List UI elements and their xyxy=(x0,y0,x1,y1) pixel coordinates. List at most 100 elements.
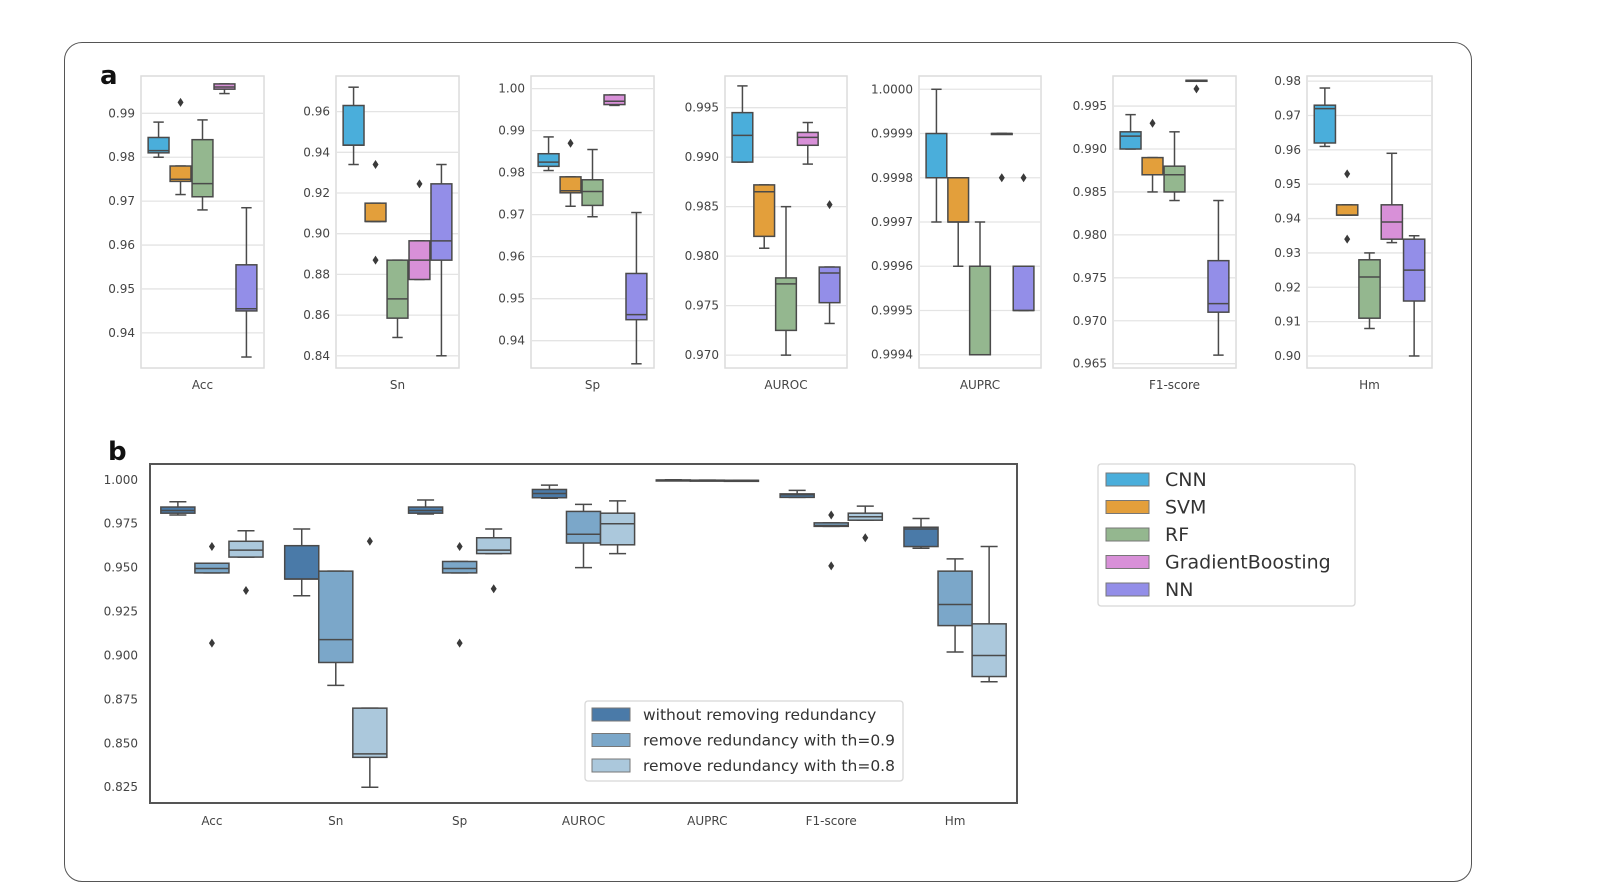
legend-item: RF xyxy=(1105,524,1189,546)
box-hm xyxy=(937,558,973,653)
legend-redundancy: without removing redundancy remove redund… xyxy=(584,700,904,782)
box-gradientboosting xyxy=(1185,79,1208,94)
y-tick-label: 0.94 xyxy=(303,145,330,159)
box-iqr xyxy=(731,111,754,163)
y-tick-label: 0.970 xyxy=(685,348,719,362)
box-nn xyxy=(1402,234,1426,357)
y-tick-label: 0.86 xyxy=(303,308,330,322)
box-sp xyxy=(475,528,512,594)
legend-item: CNN xyxy=(1105,469,1207,491)
y-tick-label: 0.9998 xyxy=(871,171,913,185)
box-iqr xyxy=(779,493,815,499)
y-tick-label: 0.825 xyxy=(104,780,138,794)
flier-point xyxy=(1344,234,1351,244)
box-iqr xyxy=(603,94,626,106)
subplot-auroc: 0.970 0.975 0.980 0.985 0.990 0.995 AUROC xyxy=(685,75,848,392)
box-rf xyxy=(774,205,798,356)
box-svm xyxy=(1141,118,1164,193)
y-tick-label: 0.9996 xyxy=(871,259,913,273)
box-iqr xyxy=(796,131,819,147)
box-iqr xyxy=(537,152,560,168)
box-iqr xyxy=(169,165,192,183)
box-cnn xyxy=(925,88,948,223)
box-f1-score xyxy=(847,505,884,543)
y-tick-label: 0.94 xyxy=(108,326,135,340)
y-tick-label: 0.95 xyxy=(1274,177,1301,191)
box-iqr xyxy=(318,570,354,664)
flier-point xyxy=(1020,173,1027,183)
box-iqr xyxy=(228,540,264,558)
y-tick-label: 1.00 xyxy=(498,82,525,96)
legend-label: without removing redundancy xyxy=(643,706,876,724)
y-tick-label: 0.99 xyxy=(108,106,135,120)
flier-point xyxy=(208,542,215,552)
box-iqr xyxy=(1358,259,1381,319)
legend-swatch xyxy=(591,707,631,722)
legend-frame xyxy=(1097,463,1356,607)
legend-swatch xyxy=(1105,582,1150,597)
box-svm xyxy=(364,160,387,265)
legend-swatch xyxy=(1105,555,1150,569)
box-acc xyxy=(194,542,230,648)
box-auroc xyxy=(531,484,568,500)
x-tick-label: Acc xyxy=(201,814,222,828)
box-iqr xyxy=(813,522,849,528)
box-nn xyxy=(1207,199,1230,356)
box-iqr xyxy=(581,179,604,207)
y-tick-label: 0.90 xyxy=(1274,349,1301,363)
box-f1-score xyxy=(779,489,815,499)
y-tick-label: 0.96 xyxy=(498,250,525,264)
legend-swatch xyxy=(1105,500,1150,514)
y-tick-label: 0.84 xyxy=(303,349,330,363)
box-iqr xyxy=(937,570,973,627)
y-tick-label: 0.965 xyxy=(1073,357,1107,371)
flier-point xyxy=(372,160,379,170)
y-tick-label: 0.97 xyxy=(108,194,135,208)
box-hm xyxy=(903,517,939,550)
box-sn xyxy=(283,528,320,597)
legend-label: GradientBoosting xyxy=(1165,552,1331,574)
box-iqr xyxy=(925,132,948,179)
box-gradientboosting xyxy=(1380,152,1404,244)
flier-point xyxy=(567,138,574,148)
x-tick-label: AUROC xyxy=(562,814,605,828)
y-tick-label: 0.9997 xyxy=(871,215,913,229)
box-iqr xyxy=(342,104,365,146)
legend-swatch xyxy=(591,733,631,747)
y-tick-label: 0.92 xyxy=(1274,280,1301,294)
box-iqr xyxy=(1119,131,1142,150)
box-nn xyxy=(430,163,453,357)
box-iqr xyxy=(386,259,409,319)
subplot-sp: 0.94 0.95 0.96 0.97 0.98 0.99 1.00 Sp xyxy=(498,75,655,392)
x-tick-label: Sp xyxy=(452,814,467,828)
y-tick-label: 0.995 xyxy=(1073,99,1107,113)
panel-label-b: b xyxy=(108,437,127,467)
flier-point xyxy=(1344,169,1351,179)
y-tick-label: 0.975 xyxy=(685,299,719,313)
subplot-auprc: 0.9994 0.9995 0.9996 0.9997 0.9998 0.9999 1.00… xyxy=(871,75,1042,392)
y-tick-label: 0.97 xyxy=(498,208,525,222)
box-cnn xyxy=(537,136,560,172)
x-axis-label: AUROC xyxy=(764,378,807,392)
flier-point xyxy=(1193,84,1200,94)
box-iqr xyxy=(1163,165,1186,193)
box-nn xyxy=(818,200,841,325)
x-tick-label: AUPRC xyxy=(687,814,727,828)
y-tick-label: 0.970 xyxy=(1073,314,1107,328)
box-auprc xyxy=(689,479,726,482)
y-tick-label: 0.980 xyxy=(685,249,719,263)
box-iqr xyxy=(968,265,992,356)
flier-point xyxy=(242,585,249,595)
box-gradientboosting xyxy=(990,132,1013,183)
box-gradientboosting xyxy=(796,121,819,165)
subplot-redundancy: 0.825 0.850 0.875 0.900 0.925 0.950 0.975 1.000… xyxy=(104,463,1018,828)
y-tick-label: 0.98 xyxy=(498,166,525,180)
x-axis-label: Acc xyxy=(192,378,213,392)
box-svm xyxy=(169,97,192,196)
box-svm xyxy=(753,184,776,249)
y-tick-label: 0.96 xyxy=(108,238,135,252)
flier-point xyxy=(828,510,835,520)
flier-point xyxy=(826,200,833,210)
x-tick-label: Sn xyxy=(328,814,343,828)
flier-point xyxy=(416,179,423,189)
